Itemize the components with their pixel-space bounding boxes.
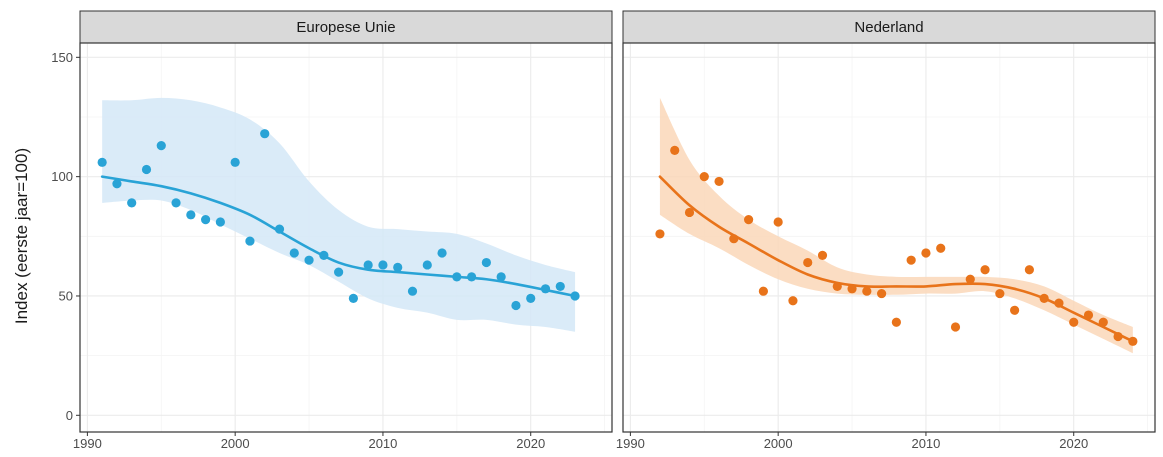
data-point	[334, 267, 344, 277]
panel-border	[79, 42, 613, 433]
data-point	[511, 300, 521, 311]
data-point	[393, 262, 403, 272]
data-point	[921, 248, 931, 258]
x-tick-label: 2000	[764, 436, 793, 451]
data-point	[1113, 331, 1123, 342]
data-point	[980, 265, 990, 275]
x-tick-label: 2000	[221, 436, 250, 451]
data-point	[304, 255, 314, 265]
data-point	[319, 250, 329, 260]
data-point	[714, 176, 724, 187]
data-point	[201, 215, 211, 225]
data-point	[437, 248, 447, 258]
data-point	[1010, 305, 1020, 315]
facet-strip	[622, 10, 1156, 44]
facet-title: Nederland	[854, 19, 923, 36]
x-tick-label: 2010	[911, 436, 940, 451]
data-point	[422, 260, 432, 270]
data-point	[684, 207, 695, 218]
data-point	[348, 293, 358, 303]
confidence-band	[659, 97, 1133, 354]
data-point	[452, 272, 462, 282]
data-point	[1083, 310, 1094, 320]
x-tick-label: 2020	[1059, 436, 1088, 451]
data-point	[729, 234, 739, 244]
data-point	[847, 284, 857, 294]
x-tick-label: 2010	[368, 436, 397, 451]
panel-0: Europese Unie 1990 2000 2010 2020 0 50 100 150	[51, 10, 613, 451]
x-tick-label: 2020	[516, 436, 545, 451]
data-point	[950, 322, 961, 332]
trend-line	[658, 175, 1135, 343]
y-tick-label: 0	[66, 408, 73, 423]
data-point	[1128, 336, 1138, 346]
data-point	[171, 198, 181, 208]
x-tick-label: 1990	[616, 436, 645, 451]
data-point	[1069, 317, 1079, 327]
data-point	[817, 250, 828, 260]
data-point	[526, 293, 536, 303]
data-point	[407, 286, 418, 296]
confidence-band	[102, 97, 576, 332]
data-point	[744, 215, 754, 225]
data-point	[289, 248, 299, 258]
data-point	[995, 288, 1005, 299]
data-point	[112, 179, 122, 189]
y-tick-label: 50	[59, 288, 73, 303]
data-point	[1054, 298, 1064, 308]
data-point	[877, 288, 887, 299]
data-point	[245, 236, 255, 246]
data-point	[773, 217, 783, 227]
trend-line	[100, 175, 577, 298]
data-point	[1039, 293, 1049, 303]
data-point	[891, 317, 901, 327]
data-point	[540, 284, 551, 294]
data-point	[758, 286, 768, 296]
data-point	[378, 260, 388, 270]
data-point	[655, 229, 665, 239]
facet-title: Europese Unie	[296, 19, 395, 36]
data-point	[363, 260, 373, 270]
data-point	[906, 255, 916, 265]
data-point	[965, 274, 975, 284]
data-point	[230, 157, 240, 167]
data-point	[496, 272, 506, 282]
data-point	[97, 157, 107, 167]
data-point	[832, 281, 842, 292]
y-axis-title: Index (eerste jaar=100)	[12, 148, 31, 324]
data-point	[156, 141, 166, 151]
data-point	[481, 257, 491, 268]
x-tick-label: 1990	[73, 436, 102, 451]
data-point	[127, 198, 137, 208]
y-tick-label: 100	[51, 169, 73, 184]
data-point	[141, 164, 152, 175]
data-point	[803, 257, 813, 268]
data-point	[274, 224, 285, 234]
data-point	[570, 291, 580, 301]
data-point	[555, 281, 565, 292]
data-point	[670, 145, 680, 155]
data-point	[260, 129, 270, 139]
data-point	[186, 210, 196, 220]
facet-strip	[79, 10, 613, 44]
data-point	[1024, 265, 1034, 275]
data-point	[467, 272, 477, 282]
data-point	[788, 296, 798, 306]
data-point	[1098, 317, 1108, 327]
panel-border	[622, 42, 1156, 433]
data-point	[215, 217, 225, 227]
y-tick-label: 150	[51, 50, 73, 65]
data-point	[936, 243, 946, 253]
data-point	[699, 172, 709, 182]
data-point	[862, 286, 872, 296]
panel-1: Nederland 1990 2000 2010 2020	[616, 10, 1156, 451]
